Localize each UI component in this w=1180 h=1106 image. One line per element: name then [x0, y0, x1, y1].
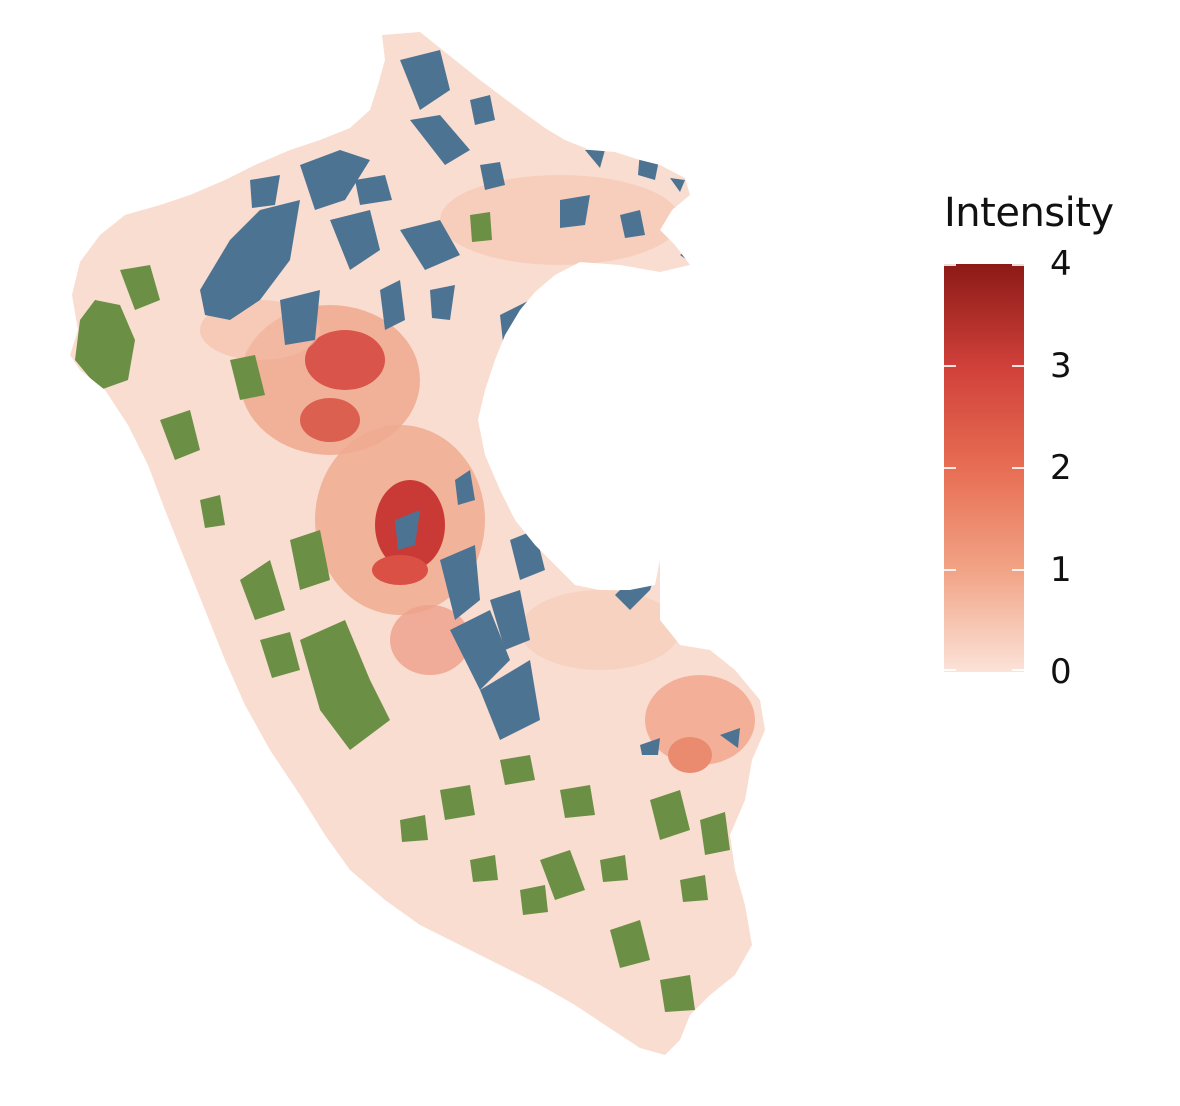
intensity-zone [520, 590, 680, 670]
legend-tick-label: 2 [1050, 448, 1072, 488]
blue-patch [380, 280, 405, 330]
green-patch [650, 790, 690, 840]
legend-tick-mark [944, 264, 956, 266]
legend-tick-mark [1012, 467, 1024, 469]
legend-tick-mark [944, 467, 956, 469]
blue-patch [585, 150, 605, 168]
green-patch [560, 785, 595, 818]
map-panel [70, 32, 765, 1055]
intensity-legend: Intensity 4 3 2 1 0 [940, 190, 1160, 710]
green-patch [260, 632, 300, 678]
intensity-zone [305, 330, 385, 390]
blue-patch [330, 210, 380, 270]
blue-patch [470, 95, 495, 125]
green-patch [470, 212, 492, 242]
blue-patch [490, 590, 530, 650]
green-category-regions [75, 212, 730, 1012]
intensity-zone [645, 675, 755, 765]
blue-patch [480, 162, 505, 190]
blue-patch [200, 200, 300, 320]
intensity-zone [300, 398, 360, 442]
blue-category-regions [200, 50, 740, 755]
legend-tick-label: 3 [1050, 346, 1072, 386]
intensity-zone [668, 737, 712, 773]
blue-patch [440, 545, 480, 620]
green-patch [200, 495, 225, 528]
green-patch [540, 850, 585, 900]
intensity-regions [200, 175, 755, 773]
blue-patch [480, 660, 540, 740]
blue-patch [355, 175, 392, 205]
blue-patch [410, 115, 470, 165]
green-patch [660, 975, 695, 1012]
blue-patch [395, 510, 420, 550]
legend-tick-mark [1012, 669, 1024, 671]
legend-tick-mark [944, 669, 956, 671]
peru-choropleth-map [70, 32, 765, 1055]
blue-patch [400, 50, 450, 110]
blue-patch [620, 210, 645, 238]
legend-tick-mark [1012, 569, 1024, 571]
legend-color-bar [944, 264, 1024, 672]
green-patch [610, 920, 650, 968]
blue-patch [560, 195, 590, 228]
legend-tick-mark [944, 569, 956, 571]
green-patch [500, 755, 535, 785]
green-patch [240, 560, 285, 620]
green-patch [75, 300, 135, 390]
blue-patch [280, 290, 320, 345]
green-patch [700, 812, 730, 855]
green-patch [520, 885, 548, 915]
green-patch [300, 620, 390, 750]
green-patch [160, 410, 200, 460]
green-patch [400, 815, 428, 842]
blue-patch [250, 175, 280, 208]
legend-tick-label: 0 [1050, 652, 1072, 692]
green-patch [120, 265, 160, 310]
green-patch [290, 530, 330, 590]
green-patch [230, 355, 265, 400]
blue-patch [640, 738, 660, 755]
blue-patch [450, 610, 510, 690]
legend-tick-label: 4 [1050, 244, 1072, 284]
legend-tick-mark [1012, 365, 1024, 367]
legend-tick-label: 1 [1050, 550, 1072, 590]
blue-patch [430, 285, 455, 320]
green-patch [680, 875, 708, 902]
legend-title: Intensity [944, 190, 1114, 236]
green-patch [470, 855, 498, 882]
green-patch [440, 785, 475, 820]
legend-tick-mark [944, 365, 956, 367]
blue-patch [400, 220, 460, 270]
intensity-zone [390, 605, 470, 675]
blue-patch [540, 285, 560, 305]
legend-tick-mark [1012, 264, 1024, 266]
green-patch [600, 855, 628, 882]
blue-patch [670, 178, 685, 192]
blue-patch [300, 150, 370, 210]
blue-patch [455, 470, 475, 505]
blue-patch [720, 728, 740, 748]
intensity-zone [372, 555, 428, 585]
